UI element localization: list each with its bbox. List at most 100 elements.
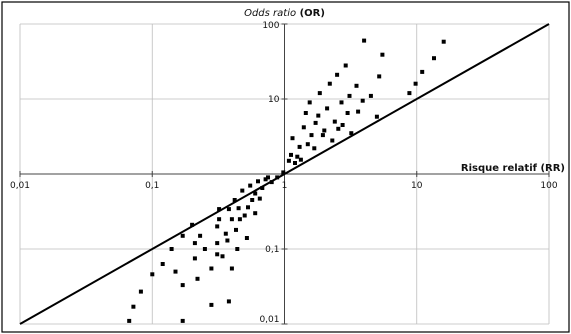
data-point-44 [257, 196, 262, 201]
x-tick-label-2: 1 [282, 181, 288, 191]
y-axis-title-rest: (OR) [296, 8, 325, 19]
data-point-12 [192, 241, 197, 246]
data-point-53 [290, 136, 295, 141]
data-point-59 [303, 111, 308, 115]
data-point-93 [441, 39, 446, 44]
data-point-92 [432, 56, 436, 61]
data-point-11 [192, 256, 197, 261]
y-tick-label-1: 10 [268, 95, 280, 105]
data-point-38 [246, 205, 250, 210]
data-point-80 [349, 131, 354, 136]
data-point-40 [250, 198, 255, 202]
data-point-20 [215, 224, 220, 229]
data-points [127, 38, 446, 323]
data-point-25 [225, 238, 230, 243]
data-point-10 [190, 222, 195, 227]
data-point-66 [317, 91, 322, 96]
data-point-9 [180, 233, 185, 238]
data-point-46 [263, 177, 268, 182]
data-point-41 [253, 191, 258, 196]
data-point-37 [244, 236, 249, 240]
data-point-60 [305, 142, 310, 147]
data-point-33 [236, 206, 241, 211]
data-point-6 [173, 269, 178, 274]
data-point-35 [240, 188, 245, 193]
data-point-55 [295, 154, 300, 159]
data-point-67 [320, 133, 325, 138]
data-point-14 [198, 233, 203, 238]
data-point-7 [180, 283, 185, 288]
data-point-4 [160, 262, 165, 266]
data-point-18 [215, 252, 220, 257]
data-point-16 [209, 302, 214, 307]
y-tick-label-3: 0,01 [259, 315, 279, 325]
data-point-74 [336, 126, 341, 131]
data-point-88 [380, 52, 385, 57]
data-point-83 [360, 98, 365, 103]
data-point-79 [347, 93, 352, 98]
data-point-75 [339, 100, 344, 105]
data-point-64 [313, 120, 318, 125]
x-axis-title: Risque relatif (RR) [461, 163, 565, 174]
data-point-69 [325, 106, 330, 111]
data-point-27 [226, 207, 231, 212]
data-point-86 [374, 114, 379, 119]
data-point-13 [195, 276, 200, 281]
data-point-39 [248, 183, 253, 188]
x-tick-label-1: 0,1 [145, 181, 159, 191]
data-point-17 [209, 266, 214, 271]
data-point-49 [275, 175, 280, 180]
data-point-36 [242, 213, 247, 218]
data-point-45 [260, 186, 265, 190]
data-point-76 [340, 123, 345, 127]
data-point-89 [407, 91, 412, 96]
data-point-42 [253, 211, 258, 216]
data-point-56 [297, 144, 302, 149]
x-tick-label-0: 0,01 [10, 181, 30, 191]
y-tick-label-0: 100 [262, 21, 279, 31]
tick-labels: 0,01 0,1 1 10 100 100 10 0,1 0,01 [10, 21, 558, 325]
data-point-91 [420, 69, 425, 74]
data-point-78 [345, 111, 350, 115]
data-point-15 [202, 247, 207, 251]
data-point-21 [217, 217, 222, 222]
data-point-65 [316, 113, 321, 118]
data-point-48 [269, 180, 274, 185]
data-point-62 [309, 133, 314, 138]
data-point-19 [215, 241, 220, 246]
data-point-50 [281, 170, 286, 175]
data-point-71 [330, 138, 335, 143]
data-point-81 [354, 83, 359, 88]
data-point-3 [150, 272, 155, 277]
data-point-70 [327, 81, 332, 86]
data-point-90 [413, 81, 418, 86]
data-point-23 [220, 254, 225, 259]
data-point-54 [293, 161, 297, 165]
data-point-72 [332, 119, 337, 124]
data-point-51 [286, 158, 291, 163]
data-point-68 [322, 128, 327, 133]
data-point-1 [131, 304, 136, 309]
data-point-32 [235, 247, 240, 251]
data-point-52 [289, 152, 293, 157]
data-point-5 [169, 247, 174, 251]
data-point-31 [234, 227, 238, 232]
data-point-87 [377, 74, 382, 79]
data-point-26 [226, 299, 231, 304]
x-tick-label-3: 10 [411, 181, 423, 191]
x-tick-label-4: 100 [540, 181, 557, 191]
data-point-0 [127, 318, 132, 323]
data-point-82 [356, 109, 361, 114]
data-point-84 [362, 38, 367, 43]
data-point-30 [232, 198, 237, 202]
y-tick-label-2: 0,1 [265, 245, 279, 255]
data-point-61 [307, 100, 312, 105]
data-point-85 [368, 93, 373, 98]
data-point-73 [335, 72, 340, 77]
data-point-63 [312, 146, 317, 151]
y-axis-title: Odds ratio (OR) [244, 8, 325, 19]
data-point-28 [229, 217, 234, 222]
